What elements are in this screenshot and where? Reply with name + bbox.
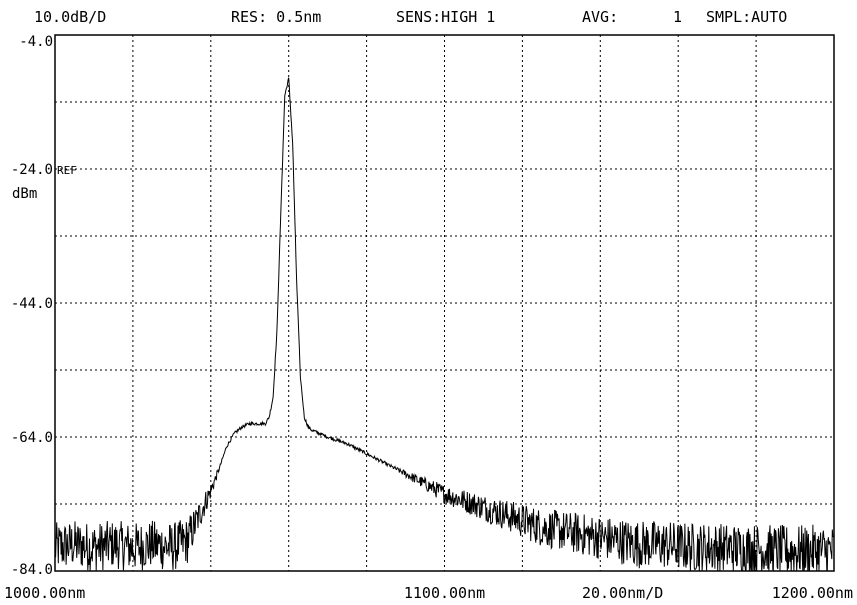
y-tick-label: -44.0 bbox=[11, 296, 53, 312]
y-tick-label: -4.0 bbox=[19, 34, 53, 50]
x-axis-ticks: 1000.00nm 1100.00nm 1200.00nm bbox=[4, 584, 853, 602]
reference-marker: REF bbox=[57, 164, 77, 177]
x-scale-label: 20.00nm/D bbox=[582, 584, 663, 602]
x-tick-label: 1100.00nm bbox=[404, 584, 485, 602]
y-axis-ticks: -4.0 -24.0 -44.0 -64.0 -84.0 bbox=[11, 34, 53, 578]
scale-label: 10.0dB/D bbox=[34, 8, 106, 26]
average-label: AVG: bbox=[582, 8, 618, 26]
sampling-label: SMPL:AUTO bbox=[706, 8, 787, 26]
spectrum-trace bbox=[54, 77, 835, 572]
grid-lines bbox=[55, 35, 834, 571]
y-tick-label: -64.0 bbox=[11, 430, 53, 446]
y-axis-unit: dBm bbox=[12, 186, 37, 202]
resolution-label: RES: 0.5nm bbox=[231, 8, 321, 26]
sensitivity-label: SENS:HIGH 1 bbox=[396, 8, 495, 26]
y-tick-label: -84.0 bbox=[11, 562, 53, 578]
x-tick-label: 1200.00nm bbox=[772, 584, 853, 602]
average-value: 1 bbox=[673, 8, 682, 26]
y-tick-label: -24.0 bbox=[11, 162, 53, 178]
x-tick-label: 1000.00nm bbox=[4, 584, 85, 602]
